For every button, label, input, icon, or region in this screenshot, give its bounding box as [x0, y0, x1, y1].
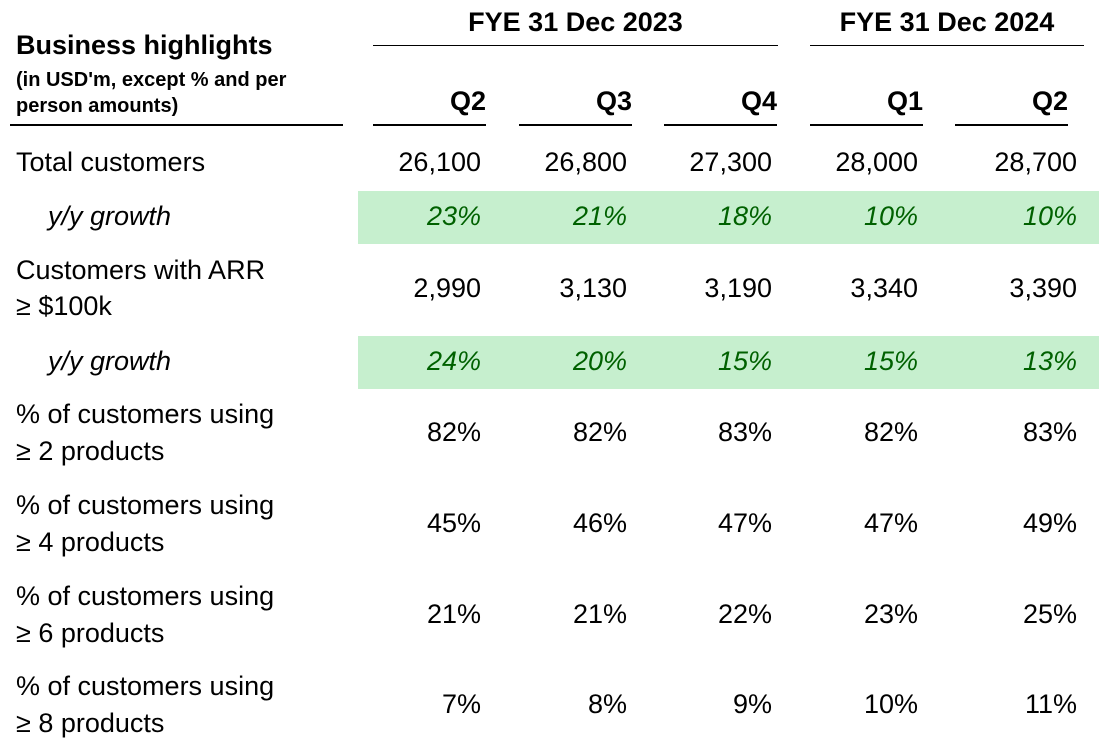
growth-cell: 13% — [1022, 346, 1077, 376]
quarter-rule — [519, 124, 632, 126]
row-label-8-products: % of customers using — [16, 671, 275, 701]
row-label-8-products-line2: ≥ 8 products — [16, 708, 165, 738]
table-cell: 28,000 — [835, 147, 918, 177]
table-cell: 49% — [1022, 508, 1077, 538]
growth-highlight-band — [358, 336, 1099, 389]
table-cell: 7% — [441, 689, 481, 719]
table-cell: 45% — [426, 508, 481, 538]
table-cell: 3,190 — [704, 273, 772, 303]
table-cell: 2,990 — [413, 273, 481, 303]
table-cell: 82% — [572, 417, 627, 447]
quarter-rule — [664, 124, 777, 126]
table-cell: 47% — [863, 508, 918, 538]
growth-cell: 23% — [426, 201, 481, 231]
table-cell: 25% — [1022, 599, 1077, 629]
table-cell: 46% — [572, 508, 627, 538]
growth-cell: 15% — [717, 346, 772, 376]
table-cell: 26,100 — [398, 147, 481, 177]
table-cell: 22% — [717, 599, 772, 629]
table-cell: 83% — [717, 417, 772, 447]
table-cell: 3,130 — [559, 273, 627, 303]
table-cell: 21% — [426, 599, 481, 629]
fye-2023-header: FYE 31 Dec 2023 — [468, 7, 683, 37]
table-cell: 21% — [572, 599, 627, 629]
row-label-4-products: % of customers using — [16, 490, 275, 520]
fye-2024-rule — [810, 45, 1084, 46]
quarter-header: Q3 — [595, 86, 632, 116]
row-label-2-products-line2: ≥ 2 products — [16, 436, 165, 466]
quarter-rule — [373, 124, 486, 126]
fye-2023-rule — [373, 45, 778, 46]
table-cell: 28,700 — [994, 147, 1077, 177]
growth-cell: 10% — [1022, 201, 1077, 231]
table-cell: 3,390 — [1009, 273, 1077, 303]
title-underline — [10, 124, 343, 126]
quarter-header: Q2 — [449, 86, 486, 116]
row-label-arr-customers-line2: ≥ $100k — [16, 291, 112, 321]
growth-cell: 10% — [863, 201, 918, 231]
quarter-rule — [955, 124, 1068, 126]
table-title: Business highlights — [16, 30, 273, 60]
growth-cell: 18% — [717, 201, 772, 231]
table-cell: 27,300 — [689, 147, 772, 177]
row-label-6-products-line2: ≥ 6 products — [16, 618, 165, 648]
growth-cell: 15% — [863, 346, 918, 376]
table-cell: 3,340 — [850, 273, 918, 303]
row-label-yy-growth: y/y growth — [48, 346, 172, 376]
table-cell: 82% — [863, 417, 918, 447]
growth-cell: 21% — [572, 201, 627, 231]
table-cell: 83% — [1022, 417, 1077, 447]
table-cell: 82% — [426, 417, 481, 447]
growth-cell: 20% — [572, 346, 627, 376]
table-cell: 10% — [863, 689, 918, 719]
row-label-2-products: % of customers using — [16, 399, 275, 429]
row-label-total-customers: Total customers — [16, 147, 206, 177]
quarter-header: Q1 — [886, 86, 923, 116]
growth-cell: 24% — [426, 346, 481, 376]
fye-2024-header: FYE 31 Dec 2024 — [839, 7, 1055, 37]
row-label-4-products-line2: ≥ 4 products — [16, 527, 165, 557]
table-cell: 11% — [1024, 689, 1077, 719]
table-cell: 26,800 — [544, 147, 627, 177]
row-label-yy-growth: y/y growth — [48, 201, 172, 231]
quarter-rule — [810, 124, 923, 126]
row-label-arr-customers: Customers with ARR — [16, 255, 266, 285]
table-cell: 47% — [717, 508, 772, 538]
row-label-6-products: % of customers using — [16, 581, 275, 611]
quarter-header: Q2 — [1031, 86, 1068, 116]
growth-highlight-band — [358, 191, 1099, 244]
table-cell: 23% — [863, 599, 918, 629]
table-cell: 8% — [587, 689, 627, 719]
quarter-header: Q4 — [740, 86, 777, 116]
table-cell: 9% — [732, 689, 772, 719]
table-subtitle: (in USD'm, except % and per person amoun… — [16, 69, 287, 117]
